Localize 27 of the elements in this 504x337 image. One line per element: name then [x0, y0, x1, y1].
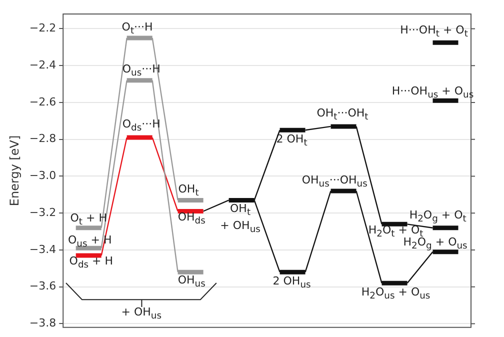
annotation: OH$_{us}$ [178, 274, 206, 291]
annotation: 2 OH$_{us}$ [272, 274, 311, 292]
annotation: + OH$_{us}$ [121, 306, 162, 324]
y-axis-title: Energy [eV] [7, 135, 22, 206]
y-tick-label: −2.8 [29, 132, 56, 146]
y-tick-label: −3.8 [29, 316, 56, 330]
annotation: O$_{ds}$···H [122, 118, 160, 136]
y-tick-label: −3.0 [29, 169, 56, 182]
annotation: H$_{2}$O$_{us}$ + O$_{us}$ [361, 286, 430, 303]
annotation: H$_{2}$O$_{g}$ + O$_{t}$ [409, 208, 466, 224]
annotation: H···OH$_{t}$ + O$_{t}$ [400, 24, 468, 42]
annotation: O$_{ds}$ + H [69, 254, 114, 272]
y-tick-label: −3.4 [29, 242, 56, 256]
annotation: O$_{t}$···H [122, 20, 153, 38]
annotation: OH$_{ds}$ [178, 210, 206, 228]
y-tick-label: −3.6 [29, 280, 56, 293]
y-tick-label: −3.2 [29, 206, 56, 219]
annotation: OH$_{us}$···OH$_{us}$ [302, 173, 368, 190]
annotation: OH$_{t}$···OH$_{t}$ [316, 106, 368, 124]
annotation: O$_{us}$···H [122, 62, 160, 80]
annotation: O$_{t}$ + H [70, 212, 107, 230]
y-tick-label: −2.4 [29, 58, 56, 72]
annotation: 2 OH$_{t}$ [276, 132, 308, 150]
y-tick-label: −2.6 [29, 95, 56, 108]
y-tick-label: −2.2 [29, 22, 56, 35]
annotation: OH$_{t}$ + OH$_{us}$ [220, 201, 260, 236]
annotation: OH$_{t}$ [178, 182, 199, 200]
